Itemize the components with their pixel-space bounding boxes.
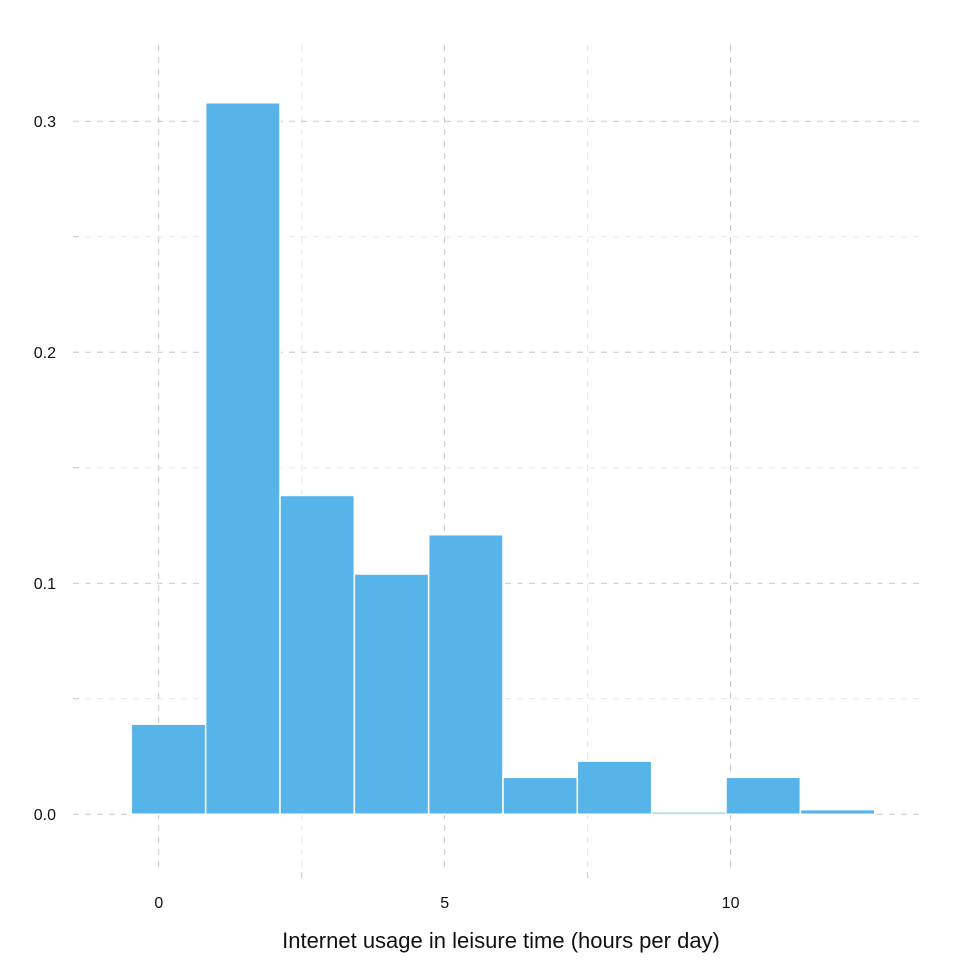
y-tick-label: 0.3 [34, 114, 56, 131]
histogram-bar [725, 776, 802, 815]
histogram-bar [502, 776, 579, 815]
y-tick-label: 0.0 [34, 807, 56, 824]
histogram-bar [130, 723, 207, 815]
histogram-bar [650, 811, 727, 815]
histogram-bar [279, 494, 356, 815]
histogram-bar [799, 808, 876, 815]
x-tick-label: 10 [722, 895, 740, 912]
x-axis-title: Internet usage in leisure time (hours pe… [282, 928, 720, 953]
y-tick-label: 0.2 [34, 345, 56, 362]
x-tick-label: 0 [154, 895, 163, 912]
histogram-bar [353, 573, 430, 815]
x-tick-label: 5 [440, 895, 449, 912]
histogram-bar [427, 533, 504, 815]
y-tick-label: 0.1 [34, 576, 56, 593]
histogram-bar [576, 760, 653, 815]
tick-labels-layer: 0 5 10 0.0 0.1 0.2 0.3 [34, 114, 740, 912]
bars-layer [130, 102, 876, 815]
histogram-bar [204, 102, 281, 815]
